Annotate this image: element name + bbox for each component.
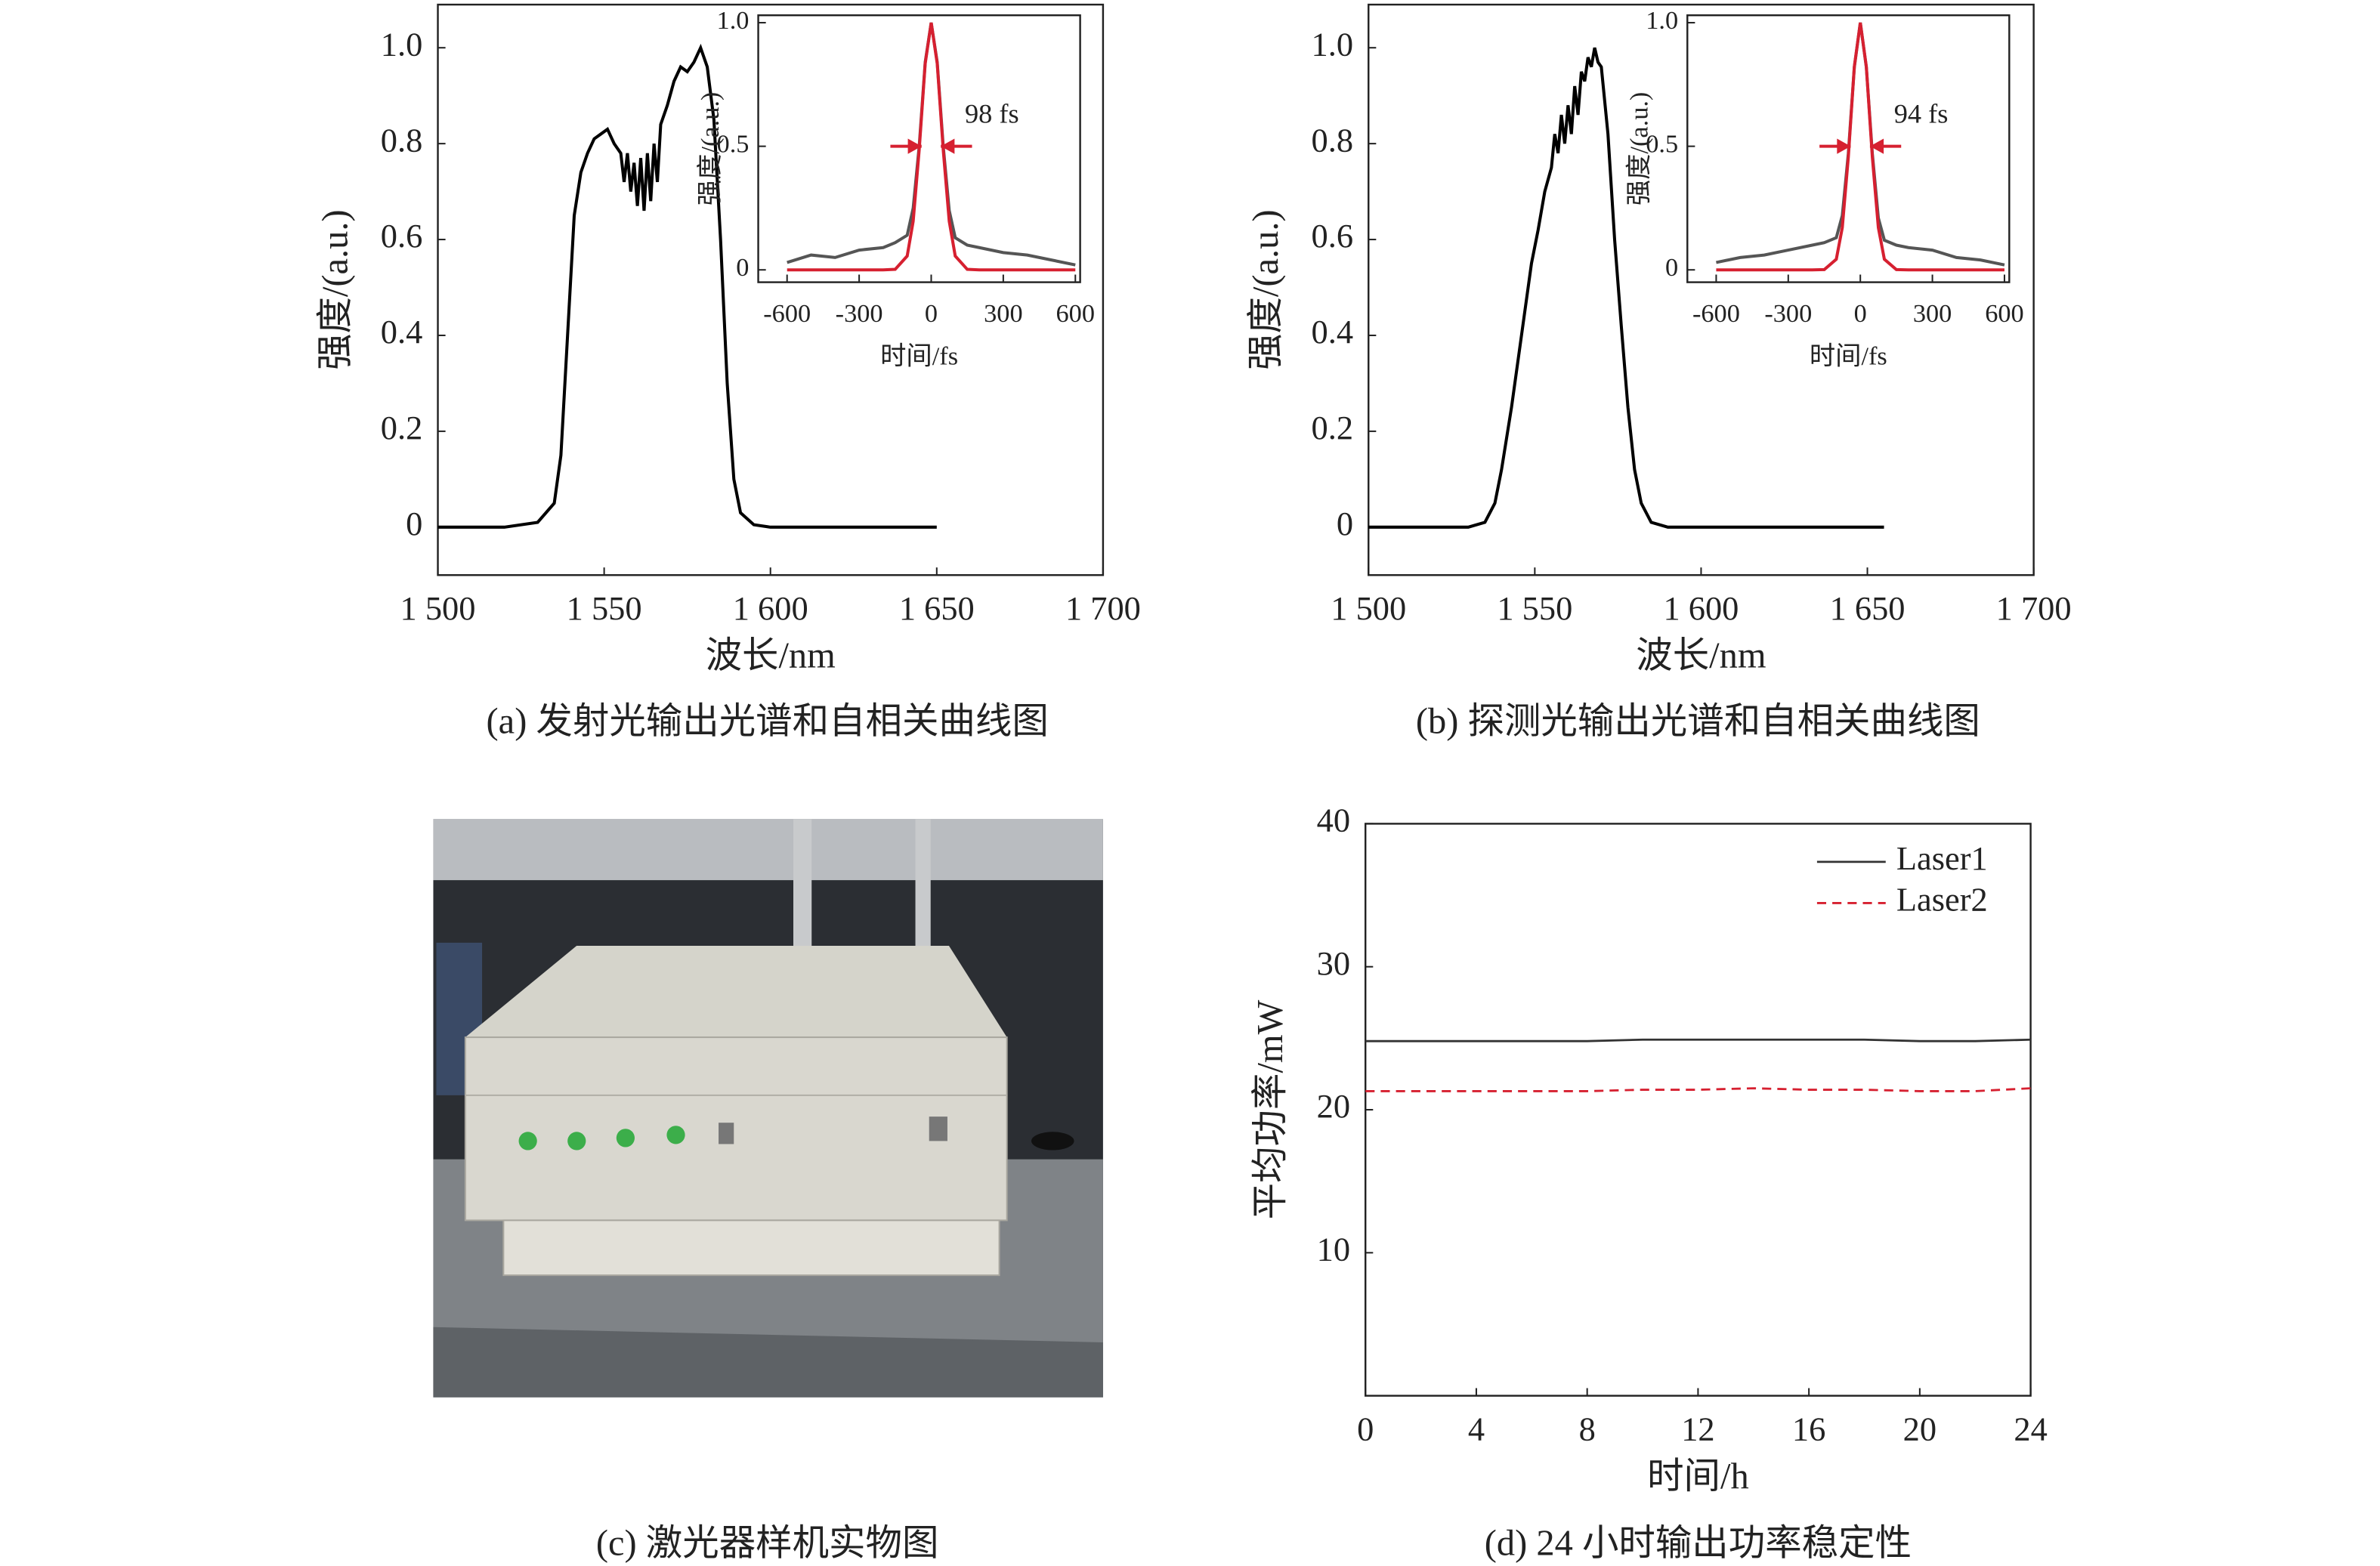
fwhm-arrow-head	[907, 138, 922, 154]
photo-connector	[616, 1129, 635, 1147]
photo-connector	[666, 1126, 685, 1144]
x-tick-label: 8	[1579, 1410, 1596, 1447]
y-tick-label: 0.8	[1312, 121, 1354, 159]
photo-port	[929, 1117, 947, 1141]
x-tick-label: 1 700	[1996, 589, 2072, 627]
series-line	[787, 22, 1076, 272]
y-tick-label: 1.0	[381, 25, 423, 63]
annotation: 94 fs	[1894, 99, 1949, 129]
fwhm-arrow-head	[1869, 138, 1884, 154]
x-tick-label: 1 650	[1830, 589, 1906, 627]
legend-label: Laser1	[1896, 839, 1988, 877]
photo-box-base	[502, 1219, 1000, 1277]
x-tick-label: 1 550	[1497, 589, 1572, 627]
x-tick-label: 1 700	[1065, 589, 1141, 627]
y-axis-label: 强度/(a.u.)	[1625, 92, 1654, 206]
x-axis-label: 波长/nm	[1636, 635, 1766, 675]
x-axis-label: 时间/h	[1647, 1456, 1749, 1497]
y-tick-label: 0.4	[1312, 313, 1354, 351]
series-line	[1365, 1087, 2031, 1092]
x-tick-label: 4	[1468, 1410, 1485, 1447]
photo-tape	[1031, 1132, 1074, 1151]
x-tick-label: 600	[1985, 299, 2023, 328]
y-axis-label: 强度/(a.u.)	[696, 92, 725, 206]
x-tick-label: 0	[925, 299, 938, 328]
y-tick-label: 20	[1317, 1087, 1350, 1125]
series-line	[1716, 22, 2004, 272]
photo-box-top	[465, 945, 1007, 1038]
x-tick-label: 16	[1792, 1410, 1825, 1447]
annotation: 98 fs	[965, 99, 1019, 129]
photo-wall	[433, 819, 1103, 881]
legend-label: Laser2	[1896, 881, 1988, 919]
photo-connector	[567, 1132, 586, 1151]
x-tick-label: -600	[763, 299, 811, 328]
x-tick-label: 1 500	[400, 589, 476, 627]
caption: (c) 激光器样机实物图	[596, 1524, 939, 1564]
y-axis-label: 强度/(a.u.)	[315, 209, 355, 370]
x-tick-label: 300	[984, 299, 1022, 328]
photo	[433, 819, 1103, 1398]
x-tick-label: 20	[1903, 1410, 1936, 1447]
y-tick-label: 0.5	[717, 130, 750, 159]
caption: (a) 发射光输出光谱和自相关曲线图	[487, 701, 1049, 741]
y-tick-label: 1.0	[1646, 6, 1678, 35]
y-tick-label: 0	[1665, 253, 1678, 282]
y-tick-label: 0	[406, 505, 422, 542]
photo-box-front	[464, 1036, 1008, 1222]
y-tick-label: 0.5	[1646, 130, 1678, 159]
x-tick-label: 24	[2014, 1410, 2047, 1447]
y-tick-label: 0	[1337, 505, 1353, 542]
photo-connector	[518, 1132, 537, 1151]
x-tick-label: -300	[836, 299, 883, 328]
x-axis-label: 时间/fs	[880, 341, 958, 370]
photo-table-edge	[433, 1327, 1103, 1398]
y-tick-label: 0.6	[381, 217, 423, 255]
y-tick-label: 0.8	[381, 121, 423, 159]
x-tick-label: -600	[1692, 299, 1740, 328]
y-tick-label: 1.0	[1312, 25, 1354, 63]
y-axis-label: 平均功率/mW	[1250, 999, 1290, 1219]
x-tick-label: 12	[1681, 1410, 1714, 1447]
photo-port	[719, 1123, 734, 1144]
y-axis-label: 强度/(a.u.)	[1246, 209, 1286, 370]
series-line	[1365, 1038, 2031, 1042]
x-tick-label: 0	[1357, 1410, 1374, 1447]
x-tick-label: 1 650	[899, 589, 975, 627]
x-tick-label: 1 500	[1331, 589, 1406, 627]
x-axis-label: 时间/fs	[1810, 341, 1887, 370]
y-tick-label: 0	[736, 253, 749, 282]
y-tick-label: 1.0	[717, 6, 750, 35]
fwhm-arrow-head	[1837, 138, 1851, 154]
x-axis-label: 波长/nm	[706, 635, 836, 675]
x-tick-label: 0	[1854, 299, 1867, 328]
y-tick-label: 10	[1317, 1231, 1350, 1268]
fwhm-arrow-head	[941, 138, 955, 154]
x-tick-label: 1 600	[733, 589, 808, 627]
caption: (d) 24 小时输出功率稳定性	[1485, 1524, 1912, 1564]
x-tick-label: 600	[1056, 299, 1095, 328]
plot-frame	[1365, 823, 2032, 1397]
x-tick-label: -300	[1764, 299, 1812, 328]
series-line	[1368, 47, 1884, 529]
caption: (b) 探测光输出光谱和自相关曲线图	[1416, 701, 1980, 741]
x-tick-label: 1 600	[1663, 589, 1739, 627]
y-tick-label: 40	[1317, 802, 1350, 839]
y-tick-label: 0.4	[381, 313, 423, 351]
series-line	[437, 43, 937, 529]
y-tick-label: 0.6	[1312, 217, 1354, 255]
x-tick-label: 300	[1913, 299, 1952, 328]
y-tick-label: 0.2	[1312, 409, 1354, 446]
y-tick-label: 0.2	[381, 409, 423, 446]
x-tick-label: 1 550	[567, 589, 642, 627]
y-tick-label: 30	[1317, 944, 1350, 982]
